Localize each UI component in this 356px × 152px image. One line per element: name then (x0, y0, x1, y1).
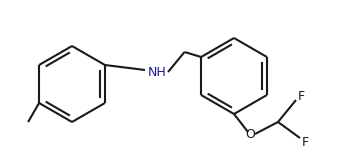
Text: NH: NH (148, 66, 167, 78)
Text: F: F (298, 90, 305, 102)
Text: O: O (245, 128, 255, 140)
Text: F: F (302, 135, 309, 149)
